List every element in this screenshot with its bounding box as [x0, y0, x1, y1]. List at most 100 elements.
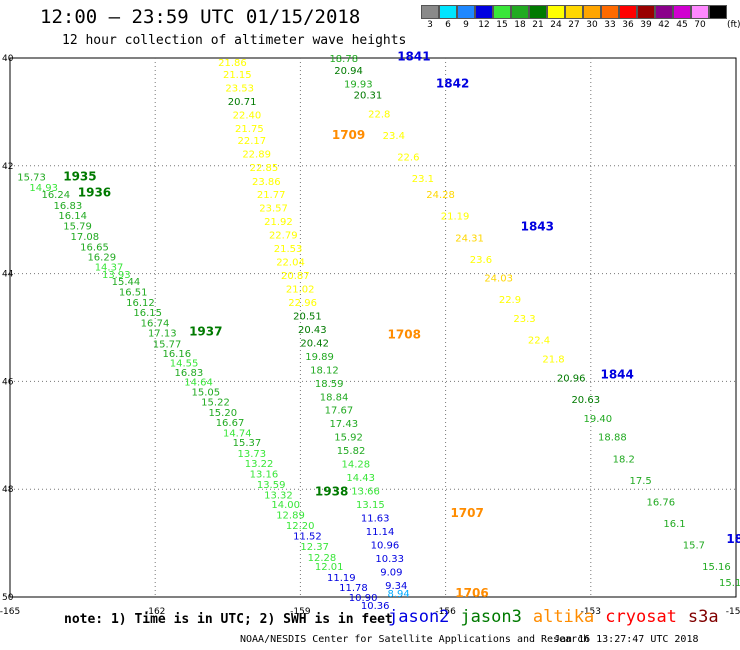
- scale-cell: 27: [565, 5, 583, 31]
- wave-height-label: 20.31: [354, 90, 383, 101]
- wave-height-label: 16.83: [175, 368, 204, 379]
- wave-height-label: 21.02: [286, 284, 315, 295]
- lat-tick-label: 46: [2, 377, 14, 387]
- satellite-legend-item: jason3: [460, 607, 522, 627]
- wave-height-label: 11.78: [339, 583, 368, 594]
- scale-cell: 33: [601, 5, 619, 31]
- wave-height-label: 15.77: [153, 339, 182, 350]
- scale-label: 3: [427, 20, 433, 30]
- wave-height-label: 12.37: [300, 542, 329, 553]
- wave-height-label: 9.34: [385, 581, 407, 592]
- generation-timestamp: Jan 16 13:27:47 UTC 2018: [554, 634, 699, 645]
- wave-height-label: 23.53: [225, 83, 254, 94]
- scale-label: 39: [640, 20, 652, 30]
- wave-height-label: 21.19: [441, 212, 470, 223]
- scale-cell: 24: [547, 5, 565, 31]
- wave-height-label: 15.20: [208, 408, 237, 419]
- pass-time-label: 1707: [450, 506, 483, 520]
- wave-height-label: 11.14: [366, 527, 395, 538]
- wave-height-label: 12.89: [276, 510, 305, 521]
- wave-height-label: 21.53: [274, 244, 303, 255]
- satellite-legend-item: jason2: [388, 607, 450, 627]
- wave-height-label: 18.78: [329, 54, 358, 65]
- wave-height-label: 14.28: [342, 460, 371, 471]
- scale-label: 12: [478, 20, 490, 30]
- wave-height-label: 15.7: [683, 540, 705, 551]
- wave-height-label: 14.64: [184, 378, 213, 389]
- wave-height-label: 13.32: [264, 490, 293, 501]
- wave-height-label: 15.79: [63, 221, 92, 232]
- scale-swatch: [511, 5, 529, 19]
- wave-height-label: 11.63: [361, 514, 390, 525]
- wave-height-label: 15.37: [233, 438, 262, 449]
- wave-height-label: 20.51: [293, 311, 322, 322]
- wave-height-label: 21.8: [542, 355, 564, 366]
- wave-height-label: 15.17: [719, 578, 740, 589]
- wave-height-label: 21.86: [218, 58, 247, 69]
- wave-height-label: 16.76: [646, 497, 675, 508]
- scale-cell: 36: [619, 5, 637, 31]
- wave-height-label: 10.36: [361, 601, 390, 612]
- scale-swatch: [457, 5, 475, 19]
- wave-height-label: 13.93: [102, 270, 131, 281]
- scale-swatch: [709, 5, 727, 19]
- wave-height-label: 22.85: [250, 163, 279, 174]
- scale-label: 33: [604, 20, 616, 30]
- wave-height-label: 15.16: [702, 562, 731, 573]
- wave-height-label: 12.01: [315, 562, 344, 573]
- scale-swatch: [583, 5, 601, 19]
- scale-cell: 12: [475, 5, 493, 31]
- pass-time-label: 1845: [726, 532, 740, 546]
- scale-cell: 45: [673, 5, 691, 31]
- scale-cell: 39: [637, 5, 655, 31]
- scale-label: 9: [463, 20, 469, 30]
- wave-height-label: 13.15: [356, 500, 385, 511]
- pass-time-label: 1842: [436, 77, 469, 91]
- map-title: 12:00 – 23:59 UTC 01/15/2018: [40, 6, 361, 28]
- wave-height-label: 14.43: [346, 473, 375, 484]
- wave-height-label: 22.8: [368, 109, 390, 120]
- wave-height-label: 18.88: [598, 433, 627, 444]
- wave-height-label: 18.2: [613, 454, 635, 465]
- pass-time-label: 1843: [521, 219, 554, 233]
- wave-height-label: 16.16: [162, 349, 191, 360]
- scale-label: 70: [694, 20, 706, 30]
- wave-height-label: 17.67: [325, 406, 354, 417]
- wave-height-label: 16.15: [133, 308, 162, 319]
- pass-time-label: 1844: [600, 368, 633, 382]
- wave-height-label: 20.63: [571, 395, 600, 406]
- scale-swatch: [673, 5, 691, 19]
- wave-height-label: 17.43: [329, 419, 358, 430]
- pass-time-label: 1708: [388, 327, 421, 341]
- lon-tick-label: -165: [0, 607, 20, 617]
- credit-line: NOAA/NESDIS Center for Satellite Applica…: [240, 634, 590, 645]
- wave-height-label: 19.93: [344, 80, 373, 91]
- satellite-legend-item: altika: [532, 607, 595, 627]
- wave-height-label: 21.75: [235, 124, 264, 135]
- wave-height-label: 16.24: [41, 190, 70, 201]
- lat-tick-label: 50: [2, 593, 14, 603]
- pass-time-label: 1936: [78, 186, 111, 200]
- wave-height-label: 20.94: [334, 66, 363, 77]
- lon-tick-label: -150: [726, 607, 740, 617]
- wave-height-label: 16.67: [216, 418, 245, 429]
- wave-height-label: 16.83: [54, 201, 83, 212]
- satellite-legend-item: cryosat: [605, 607, 677, 627]
- scale-swatch: [493, 5, 511, 19]
- scale-swatch: [547, 5, 565, 19]
- scale-label: 27: [568, 20, 580, 30]
- wave-height-label: 13.66: [351, 487, 380, 498]
- wave-height-label: 14.74: [223, 428, 252, 439]
- scale-unit-label: (ft): [727, 20, 740, 30]
- scale-label: 36: [622, 20, 634, 30]
- wave-height-label: 13.16: [250, 469, 279, 480]
- wave-height-label: 21.77: [257, 190, 286, 201]
- scale-swatch: [637, 5, 655, 19]
- wave-height-label: 22.40: [233, 110, 262, 121]
- scale-cell: [709, 5, 727, 31]
- scale-swatch: [565, 5, 583, 19]
- scale-label: 6: [445, 20, 451, 30]
- scale-cell: 70: [691, 5, 709, 31]
- wave-height-label: 16.51: [119, 288, 148, 299]
- wave-height-label: 11.19: [327, 573, 356, 584]
